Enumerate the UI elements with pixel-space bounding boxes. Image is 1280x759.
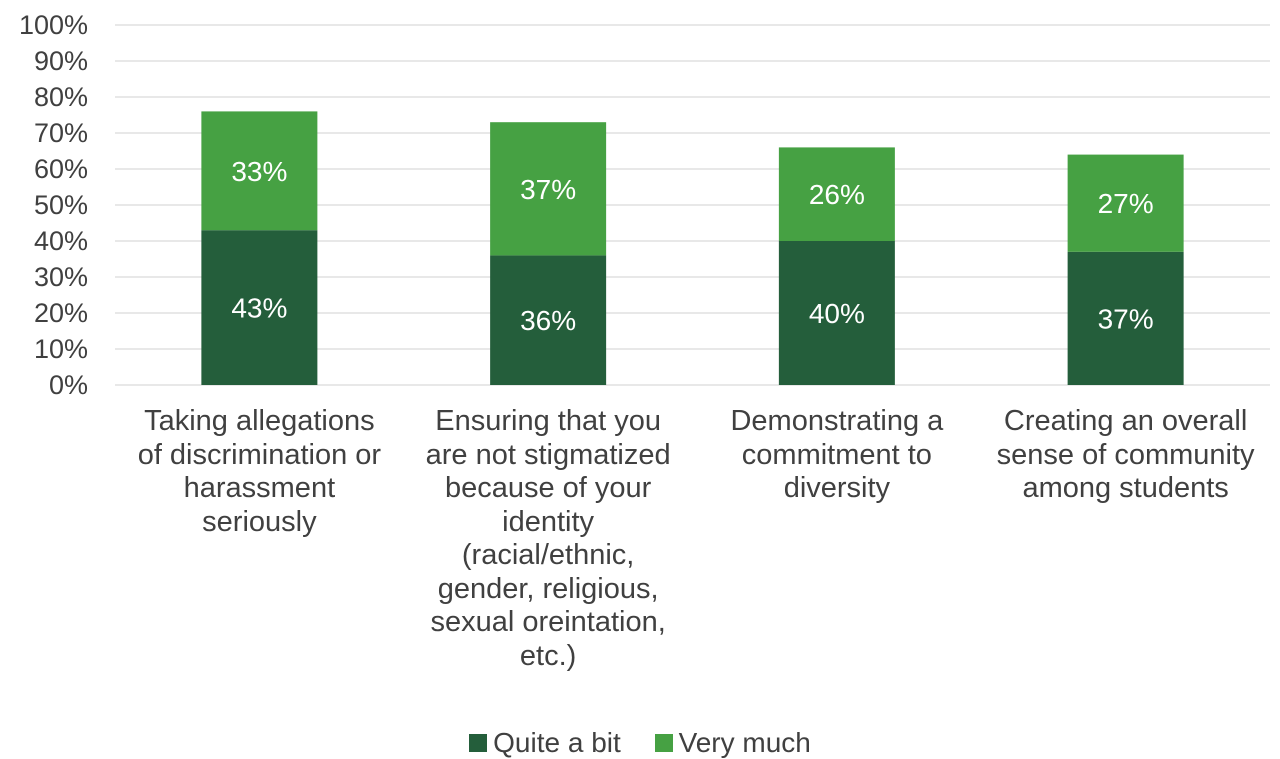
y-tick-label: 40%: [34, 226, 88, 256]
bar-segment-very-much: [778, 147, 895, 241]
data-label: 43%: [231, 293, 287, 324]
legend-label-very-much: Very much: [678, 727, 811, 758]
x-category-label: Creating an overall sense of community a…: [996, 405, 1255, 504]
bar-segment-very-much: [1067, 154, 1184, 252]
data-label: 36%: [520, 305, 576, 336]
y-tick-label: 70%: [34, 118, 88, 148]
data-label: 26%: [809, 179, 865, 210]
bar-segment-very-much: [201, 111, 318, 231]
y-tick-label: 90%: [34, 46, 88, 76]
y-tick-label: 0%: [49, 370, 88, 400]
y-tick-label: 60%: [34, 154, 88, 184]
y-tick-label: 10%: [34, 334, 88, 364]
y-tick-label: 30%: [34, 262, 88, 292]
y-axis-tick-labels: 0% 10% 20% 30% 40% 50% 60% 70% 80% 90% 100%: [19, 10, 88, 400]
x-category-label: Ensuring that you are not stigmatized be…: [425, 405, 671, 672]
legend-label-quite-a-bit: Quite a bit: [493, 727, 621, 758]
y-tick-label: 50%: [34, 190, 88, 220]
data-label: 37%: [520, 174, 576, 205]
bars: [201, 111, 1184, 385]
bar-segment-quite-a-bit: [490, 255, 607, 385]
x-category-label: Demonstrating a commitment to diversity: [730, 405, 944, 504]
y-tick-label: 80%: [34, 82, 88, 112]
legend-swatch-quite-a-bit: [469, 734, 488, 752]
legend: Quite a bit Very much: [0, 727, 1280, 759]
data-label: 37%: [1098, 303, 1154, 334]
data-label: 40%: [809, 298, 865, 329]
y-tick-label: 20%: [34, 298, 88, 328]
legend-item-quite-a-bit: Quite a bit: [469, 727, 621, 759]
data-label: 33%: [231, 156, 287, 187]
legend-item-very-much: Very much: [654, 727, 811, 759]
data-labels: 43% 33% 36% 37% 40% 26% 37% 27%: [231, 156, 1153, 336]
bar-segment-quite-a-bit: [1067, 251, 1184, 385]
bar-segment-very-much: [490, 122, 607, 256]
bar-segment-quite-a-bit: [778, 241, 895, 385]
legend-swatch-very-much: [654, 734, 673, 752]
bar-segment-quite-a-bit: [201, 230, 318, 385]
x-category-label: Taking allegations of discrimination or …: [137, 405, 382, 538]
y-tick-label: 100%: [19, 10, 88, 40]
data-label: 27%: [1098, 188, 1154, 219]
